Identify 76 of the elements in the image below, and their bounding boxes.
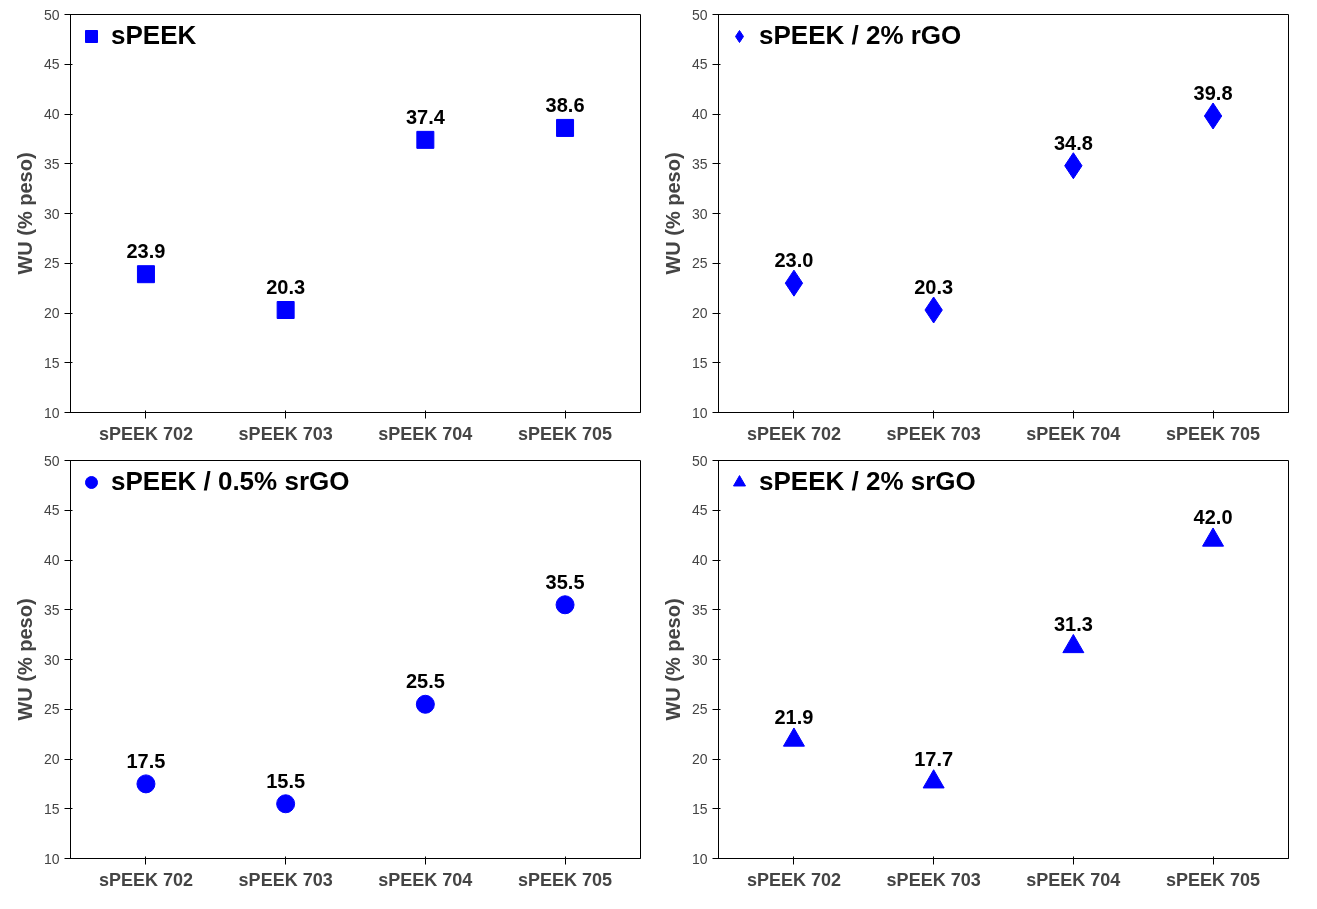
y-axis-title: WU (% peso): [13, 598, 36, 721]
y-tick-label: 30: [691, 205, 708, 222]
y-tick-label: 20: [691, 751, 708, 767]
x-tick-label: sPEEK 704: [378, 423, 473, 444]
y-tick-label: 25: [691, 255, 708, 272]
data-label: 17.7: [914, 747, 954, 770]
data-label: 39.8: [1193, 81, 1233, 104]
data-label: 37.4: [405, 105, 446, 128]
x-tick-label: sPEEK 703: [886, 423, 981, 444]
data-label: 23.0: [774, 249, 814, 272]
data-label: 20.3: [914, 276, 954, 299]
y-tick-label: 30: [43, 651, 60, 668]
x-tick-label: sPEEK 703: [886, 869, 981, 890]
y-tick-label: 50: [43, 6, 60, 23]
y-tick-label: 45: [691, 56, 708, 73]
data-label: 21.9: [774, 706, 814, 729]
y-tick-label: 10: [691, 850, 708, 867]
y-tick-label: 25: [43, 701, 60, 718]
data-label: 34.8: [1053, 131, 1093, 154]
x-tick-label: sPEEK 703: [238, 423, 333, 444]
legend-label: sPEEK / 2% srGO: [759, 466, 976, 497]
x-tick-label: sPEEK 702: [98, 423, 193, 444]
y-tick-label: 15: [691, 800, 708, 817]
data-label: 42.0: [1193, 506, 1233, 529]
data-label: 20.3: [266, 276, 306, 299]
x-tick-label: sPEEK 702: [746, 423, 841, 444]
legend-label: sPEEK / 2% rGO: [759, 20, 962, 51]
y-tick-label: 15: [691, 354, 708, 371]
y-tick-label: 50: [691, 6, 708, 23]
x-tick-label: sPEEK 703: [238, 869, 333, 890]
y-tick-label: 10: [43, 404, 60, 421]
legend-label: sPEEK / 0.5% srGO: [111, 466, 350, 497]
y-tick-label: 30: [691, 651, 708, 668]
x-tick-label: sPEEK 705: [518, 869, 613, 890]
y-tick-label: 45: [43, 56, 60, 73]
data-label: 38.6: [545, 93, 585, 116]
data-label: 23.9: [126, 240, 166, 263]
x-tick-label: sPEEK 702: [746, 869, 841, 890]
x-tick-label: sPEEK 704: [1026, 423, 1121, 444]
x-tick-label: sPEEK 705: [518, 423, 613, 444]
x-tick-label: sPEEK 704: [378, 869, 473, 890]
y-tick-label: 35: [43, 155, 60, 172]
y-tick-label: 45: [691, 502, 708, 519]
y-tick-label: 25: [43, 255, 60, 272]
x-tick-label: sPEEK 704: [1026, 869, 1121, 890]
y-tick-label: 20: [43, 751, 60, 767]
y-tick-label: 50: [43, 452, 60, 469]
data-label: 31.3: [1053, 612, 1093, 635]
data-label: 17.5: [126, 749, 166, 772]
y-tick-label: 40: [691, 106, 708, 122]
y-tick-label: 40: [43, 552, 60, 568]
y-axis-title: WU (% peso): [661, 152, 684, 275]
y-tick-label: 25: [691, 701, 708, 718]
y-tick-label: 15: [43, 800, 60, 817]
y-tick-label: 10: [43, 850, 60, 867]
data-label: 35.5: [545, 570, 585, 593]
y-tick-label: 40: [43, 106, 60, 122]
y-tick-label: 50: [691, 452, 708, 469]
y-axis-title: WU (% peso): [661, 598, 684, 721]
y-tick-label: 40: [691, 552, 708, 568]
x-tick-label: sPEEK 705: [1166, 423, 1261, 444]
data-label: 25.5: [405, 670, 445, 693]
y-tick-label: 35: [691, 155, 708, 172]
y-tick-label: 15: [43, 354, 60, 371]
y-axis-title: WU (% peso): [13, 152, 36, 275]
y-tick-label: 35: [43, 601, 60, 618]
y-tick-label: 20: [691, 305, 708, 321]
y-tick-label: 10: [691, 404, 708, 421]
data-label: 15.5: [266, 769, 306, 792]
x-tick-label: sPEEK 705: [1166, 869, 1261, 890]
y-tick-label: 20: [43, 305, 60, 321]
y-tick-label: 45: [43, 502, 60, 519]
y-tick-label: 35: [691, 601, 708, 618]
x-tick-label: sPEEK 702: [98, 869, 193, 890]
legend-label: sPEEK: [111, 20, 197, 51]
y-tick-label: 30: [43, 205, 60, 222]
